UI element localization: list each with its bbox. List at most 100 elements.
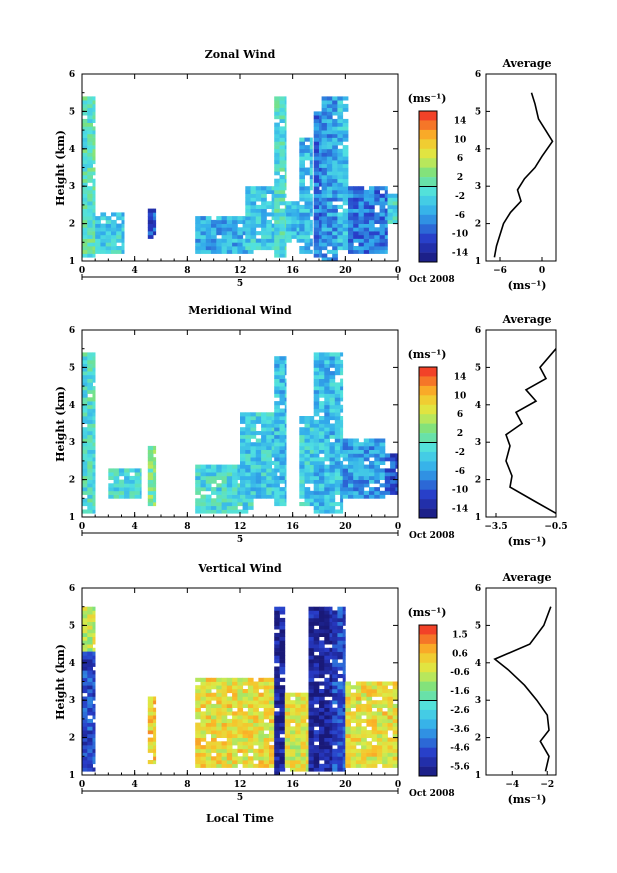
heatmap-cell [353,186,359,191]
heatmap-cell [332,257,338,262]
heatmap-cell [82,625,88,630]
heatmap-cell [332,246,338,251]
heatmap-cell [255,246,262,251]
heatmap-cell [342,238,349,243]
heatmap-cell [274,227,280,232]
heatmap-cell [299,416,305,421]
heatmap-cell [308,696,315,701]
heatmap-cell [395,472,399,477]
heatmap-cell [313,115,320,120]
heatmap-cell [271,189,275,194]
heatmap-cell [334,404,341,409]
heatmap-cell [274,614,280,619]
heatmap-cell [329,498,336,503]
heatmap-cell [279,231,286,236]
heatmap-cell [387,707,394,712]
heatmap-cell [379,208,386,213]
heatmap-cell [319,189,322,194]
heatmap-cell [329,404,336,409]
heatmap-cell [324,760,330,765]
heatmap-cell [309,145,313,150]
heatmap-cell [279,685,286,690]
heatmap-cell [340,445,344,450]
heatmap-cell [379,227,386,232]
heatmap-cell [205,231,212,236]
heatmap-cell [279,472,286,477]
heatmap-cell [147,231,154,236]
heatmap-cell [87,756,93,761]
heatmap-cell [245,201,251,206]
heatmap-cell [332,711,338,716]
heatmap-cell [153,715,157,720]
heatmap-cell [118,468,125,473]
heatmap-cell [309,167,313,172]
heatmap-cell [195,711,201,716]
heatmap-cell [211,502,217,507]
heatmap-cell [299,204,305,209]
heatmap-cell [286,231,292,236]
heatmap-cell [369,238,375,243]
heatmap-cell [348,464,354,469]
colorbar-step [419,214,437,225]
heatmap-cell [376,700,383,705]
heatmap-cell [284,249,287,254]
heatmap-cell [366,760,373,765]
heatmap-cell [200,752,207,757]
heatmap-cell [387,696,394,701]
heatmap-cell [232,730,238,735]
heatmap-cell [92,253,96,258]
heatmap-cell [92,760,96,765]
heatmap-cell [92,141,96,146]
x-tick-label: 20 [339,780,352,790]
heatmap-cell [353,219,359,224]
heatmap-cell [195,752,201,757]
heatmap-cell [390,453,396,458]
heatmap-cell [255,216,262,221]
heatmap-cell [321,130,328,135]
heatmap-cell [321,253,328,258]
heatmap-cell [295,722,301,727]
heatmap-cell [299,445,305,450]
heatmap-cell [274,438,280,443]
heatmap-cell [87,231,93,236]
heatmap-cell [205,703,212,708]
profile-y-tick-label: 5 [475,107,481,117]
heatmap-cell [205,464,212,469]
heatmap-cell [348,186,354,191]
heatmap-cell [279,223,286,228]
heatmap-cell [374,445,380,450]
heatmap-cell [274,404,280,409]
heatmap-cell [329,730,333,735]
colorbar-tick-label: -0.6 [450,668,469,678]
heatmap-cell [153,208,157,213]
heatmap-cell [92,386,96,391]
heatmap-cell [374,453,380,458]
heatmap-cell [82,374,88,379]
heatmap-cell [118,472,125,477]
heatmap-cell [245,412,251,417]
heatmap-cell [274,148,280,153]
colorbar-step [419,252,437,263]
heatmap-cell [269,715,275,720]
heatmap-cell [332,617,338,622]
heatmap-cell [358,246,365,251]
heatmap-cell [313,148,320,153]
heatmap-cell [242,741,249,746]
heatmap-cell [284,118,287,123]
heatmap-cell [366,711,373,716]
heatmap-cell [205,227,212,232]
heatmap-cell [390,479,396,484]
heatmap-cell [390,472,396,477]
heatmap-cell [313,730,320,735]
heatmap-cell [337,718,344,723]
heatmap-cell [105,227,112,232]
profile-y-tick-label: 2 [475,220,481,230]
heatmap-cell [313,212,320,217]
heatmap-cell [82,145,88,150]
heatmap-cell [266,460,272,465]
heatmap-cell [153,216,157,221]
heatmap-cell [284,464,287,469]
heatmap-cell [395,453,399,458]
heatmap-cell [319,692,325,697]
heatmap-cell [326,115,333,120]
